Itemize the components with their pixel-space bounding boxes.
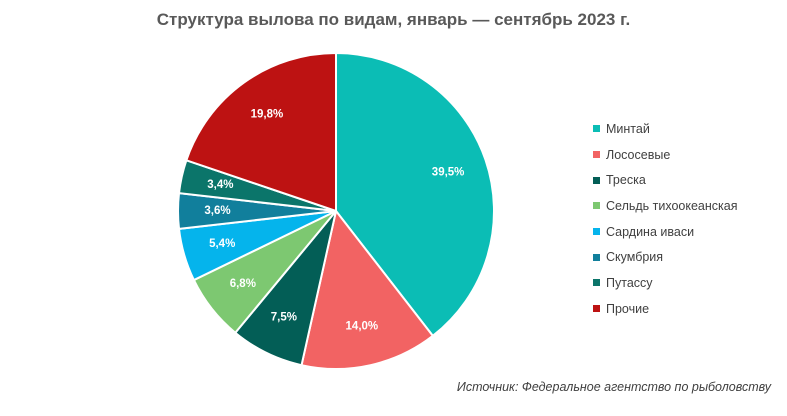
legend-item-4: Сардина иваси — [593, 219, 738, 245]
legend-label-1: Лососевые — [606, 147, 671, 162]
legend-swatch-2 — [593, 176, 600, 184]
slice-label-2: 7,5% — [271, 311, 297, 323]
legend-item-6: Путассу — [593, 270, 738, 296]
legend-item-7: Прочие — [593, 296, 738, 322]
chart-title: Структура вылова по видам, январь — сент… — [156, 10, 631, 29]
legend-label-4: Сардина иваси — [606, 224, 695, 239]
legend-item-0: Минтай — [593, 116, 738, 142]
legend-item-1: Лососевые — [593, 142, 738, 168]
slice-label-0: 39,5% — [432, 167, 465, 179]
legend-label-3: Сельдь тихоокеанская — [606, 198, 738, 213]
legend-swatch-4 — [593, 228, 600, 236]
legend-swatch-3 — [593, 202, 600, 210]
legend-item-5: Скумбрия — [593, 244, 738, 270]
pie-slice-7 — [185, 51, 337, 213]
legend-swatch-1 — [593, 151, 600, 159]
legend-swatch-6 — [593, 279, 600, 287]
slice-label-3: 6,8% — [230, 278, 256, 290]
legend-swatch-7 — [593, 305, 600, 313]
source-note: Источник: Федеральное агентство по рыбол… — [456, 380, 771, 394]
legend-label-6: Путассу — [606, 275, 653, 290]
legend-item-2: Треска — [593, 167, 738, 193]
slice-label-4: 5,4% — [209, 238, 235, 250]
legend-label-2: Треска — [606, 173, 646, 188]
slice-label-1: 14,0% — [346, 321, 379, 333]
legend-swatch-0 — [593, 125, 600, 133]
pie-slice-0 — [335, 51, 495, 338]
legend-label-7: Прочие — [606, 301, 650, 316]
slice-label-6: 3,4% — [207, 179, 233, 191]
chart-legend: Минтай Лососевые Треска Сельдь тихоокеанска… — [593, 116, 738, 322]
legend-label-5: Скумбрия — [606, 250, 664, 265]
legend-label-0: Минтай — [606, 121, 650, 136]
legend-swatch-5 — [593, 253, 600, 261]
slice-label-7: 19,8% — [251, 109, 284, 121]
pie-slice-1 — [300, 208, 435, 370]
slice-label-5: 3,6% — [204, 205, 230, 217]
legend-item-3: Сельдь тихоокеанская — [593, 193, 738, 219]
